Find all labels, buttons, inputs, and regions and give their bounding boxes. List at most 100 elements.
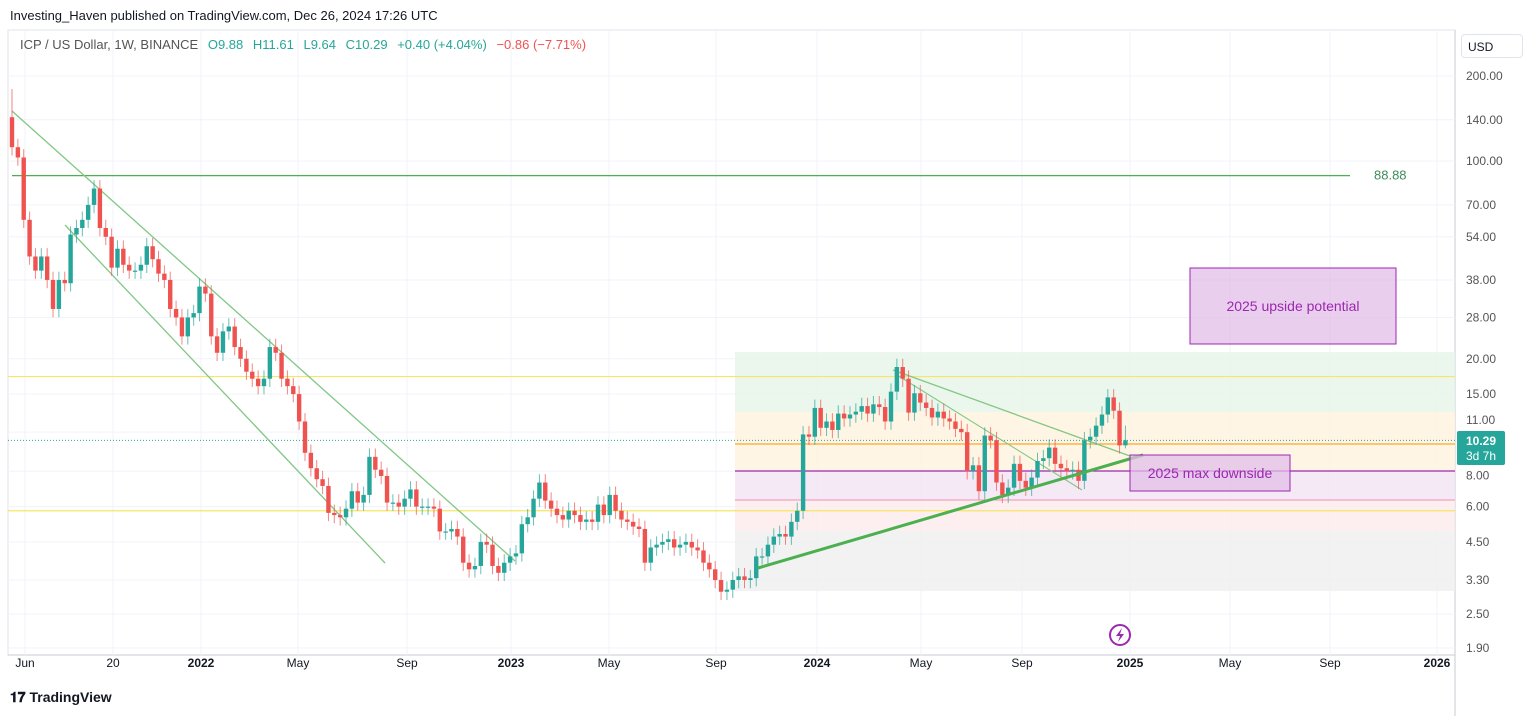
candle-body [824,421,829,428]
candle [449,520,454,540]
candle-body [795,510,800,522]
candle [812,399,818,445]
candle-body [953,421,958,429]
candle-body [1123,440,1128,446]
candle-body [279,352,284,379]
candle-body [748,578,753,581]
candle-body [630,521,636,527]
candle-body [27,219,32,257]
candle-body [707,562,712,570]
candle [1041,449,1046,470]
candle [1111,389,1116,419]
candle [1117,402,1122,454]
candle-body [121,248,126,265]
candle [1006,479,1011,504]
candle [103,219,108,246]
candle-body [396,502,401,507]
candle-body [777,534,782,537]
candle [935,403,941,426]
candle [578,506,583,531]
candle-body [455,528,460,537]
candle [250,363,255,387]
candle [707,554,712,578]
candle [777,525,782,545]
candle-body [894,367,900,392]
candle [349,482,355,517]
y-tick-label: 11.00 [1466,413,1495,427]
candle [636,518,642,538]
candle [431,498,437,517]
candle-body [132,270,138,272]
candle-body [431,506,437,509]
candle [9,88,15,156]
candle [425,498,431,515]
candle [572,502,577,524]
candle-body [173,308,179,318]
candle-body [689,541,694,548]
candle-body [127,264,132,271]
candle [273,338,278,362]
candle [226,318,232,340]
candle [1023,472,1028,496]
candle-body [789,521,794,537]
candle-body [847,414,853,419]
candle-body [1006,487,1011,495]
candle-body [226,326,232,332]
y-tick-label: 38.00 [1466,273,1496,287]
candle [1123,425,1128,449]
x-tick-label: Sep [705,656,727,670]
candle [1082,431,1087,490]
x-tick-label: 2022 [188,656,215,670]
candle [162,265,167,289]
candle [337,506,343,526]
candle-body [103,228,108,237]
candle-body [836,413,841,430]
candle-body [232,326,237,348]
ohlc-low: L9.64 [303,37,337,52]
candle-body [888,391,894,422]
candle-body [472,565,478,570]
currency-button[interactable]: USD [1461,34,1523,58]
candle [414,481,419,515]
candle-body [818,407,823,428]
symbol-name[interactable]: ICP / US Dollar, 1W, BINANCE [20,37,199,52]
candle-body [1093,425,1099,437]
symbol-legend: ICP / US Dollar, 1W, BINANCE O9.88 H11.6… [20,37,592,52]
candle-body [484,541,489,545]
candle [918,384,923,411]
candle-body [109,236,114,268]
candle-body [320,479,325,486]
logo-text: TradingView [29,689,112,705]
candle-body [162,273,167,280]
candle-body [197,286,202,314]
annotation-box [1189,267,1397,345]
candle [560,506,566,528]
candle [291,377,296,403]
candle [988,427,993,449]
candle-body [255,378,261,387]
y-tick-label: 15.00 [1466,387,1496,401]
lightning-icon[interactable] [1109,624,1131,646]
candle-body [531,498,536,518]
candle-body [918,393,923,403]
candle [759,548,765,565]
candle [437,500,442,540]
y-tick-label: 28.00 [1466,310,1496,324]
price-zone [735,531,1455,591]
candle-body [754,556,759,579]
candle-body [1088,436,1093,441]
tradingview-logo[interactable]: 𝟏𝟕 TradingView [10,689,112,706]
annotation-label: 2025 upside potential [1226,298,1359,314]
candle-body [21,157,26,220]
candle [1047,439,1052,467]
candle-body [519,524,525,554]
candle-body [648,547,653,563]
candle [21,149,26,229]
candle-body [806,434,812,437]
candle-body [830,421,835,430]
candle [173,300,179,326]
candle [982,427,987,500]
candle [806,426,812,445]
candle [320,470,325,495]
